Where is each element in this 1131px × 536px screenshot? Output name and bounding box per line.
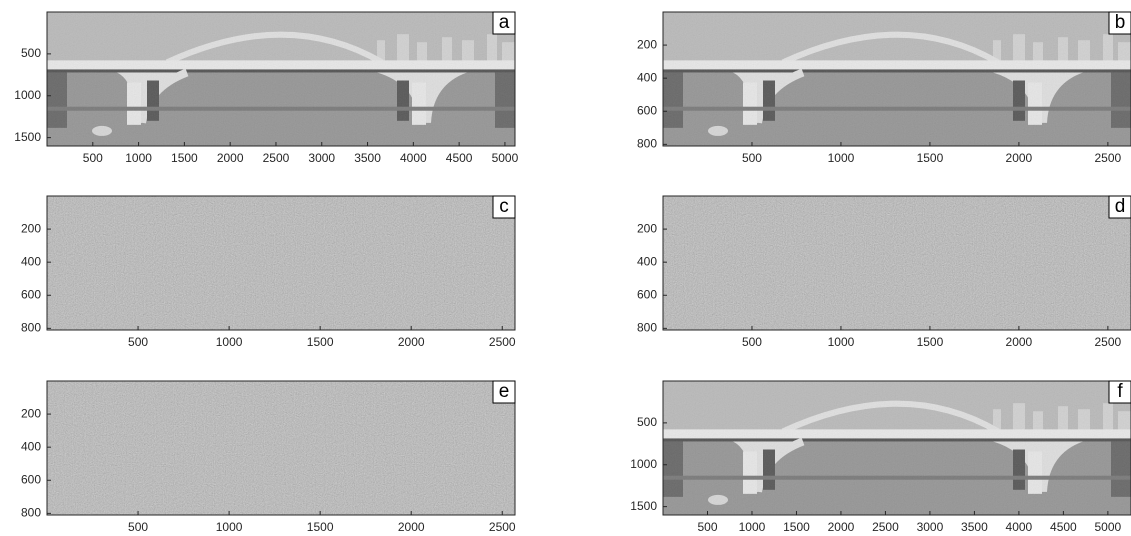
- y-tick-label: 800: [21, 506, 41, 520]
- y-tick-label: 800: [637, 137, 657, 151]
- x-tick-label: 1000: [828, 151, 855, 165]
- x-tick-label: 2000: [217, 151, 244, 165]
- x-tick-label: 2500: [489, 335, 516, 349]
- panel: 500 1000 1500 2000 2500 200 400 600 800 b: [637, 12, 1131, 165]
- x-tick-label: 3500: [354, 151, 381, 165]
- y-tick-label: 200: [637, 221, 657, 235]
- image: [663, 196, 1131, 330]
- y-tick-label: 1500: [630, 499, 657, 513]
- panel: 500 1000 1500 2000 2500 200 400 600 800 c: [21, 196, 516, 349]
- y-tick-label: 1000: [14, 88, 41, 102]
- x-tick-label: 2000: [828, 520, 855, 534]
- image-noise: [47, 12, 515, 146]
- y-tick-label: 1000: [630, 457, 657, 471]
- x-tick-label: 4000: [1006, 520, 1033, 534]
- x-tick-label: 5000: [1095, 520, 1122, 534]
- x-tick-label: 500: [128, 335, 148, 349]
- x-tick-label: 1000: [739, 520, 766, 534]
- image-noise: [663, 12, 1131, 146]
- x-tick-label: 1000: [216, 335, 243, 349]
- panel: 500 1000 1500 2000 2500 200 400 600 800 e: [21, 381, 516, 534]
- x-tick-label: 1500: [917, 335, 944, 349]
- image-noise: [663, 381, 1131, 515]
- x-tick-label: 2000: [1006, 151, 1033, 165]
- x-tick-label: 500: [742, 335, 762, 349]
- x-tick-label: 4500: [446, 151, 473, 165]
- x-tick-label: 5000: [492, 151, 519, 165]
- x-tick-label: 2500: [1095, 335, 1122, 349]
- panel-label: c: [499, 196, 509, 217]
- x-tick-label: 1000: [216, 520, 243, 534]
- x-tick-label: 1000: [125, 151, 152, 165]
- panel-label: f: [1117, 381, 1123, 402]
- x-tick-label: 1500: [783, 520, 810, 534]
- y-tick-label: 400: [637, 70, 657, 84]
- panel: 500 1000 1500 2000 2500 3000 3500 4000 4500 5000 5…: [630, 381, 1131, 534]
- panel: 500 1000 1500 2000 2500 3000 3500 4000 4500 5000 5…: [14, 12, 518, 165]
- x-tick-label: 500: [697, 520, 717, 534]
- y-tick-label: 200: [21, 406, 41, 420]
- panel-label: a: [499, 12, 510, 33]
- panel-label: b: [1115, 12, 1126, 33]
- panel: 500 1000 1500 2000 2500 200 400 600 800 d: [637, 196, 1131, 349]
- y-tick-label: 400: [21, 254, 41, 268]
- y-tick-label: 200: [637, 37, 657, 51]
- y-tick-label: 800: [637, 321, 657, 335]
- y-tick-label: 500: [21, 46, 41, 60]
- image: [47, 196, 515, 330]
- x-tick-label: 2500: [872, 520, 899, 534]
- y-tick-label: 600: [637, 103, 657, 117]
- x-tick-label: 4000: [400, 151, 427, 165]
- x-tick-label: 2000: [1006, 335, 1033, 349]
- x-tick-label: 500: [83, 151, 103, 165]
- image: [47, 381, 515, 515]
- x-tick-label: 2500: [489, 520, 516, 534]
- x-tick-label: 1500: [307, 335, 334, 349]
- x-tick-label: 2000: [398, 520, 425, 534]
- x-tick-label: 500: [742, 151, 762, 165]
- x-tick-label: 3500: [961, 520, 988, 534]
- panel-label: e: [499, 381, 510, 402]
- y-tick-label: 800: [21, 321, 41, 335]
- y-tick-label: 200: [21, 221, 41, 235]
- y-tick-label: 600: [21, 287, 41, 301]
- y-tick-label: 600: [21, 472, 41, 486]
- x-tick-label: 1000: [828, 335, 855, 349]
- y-tick-label: 1500: [14, 130, 41, 144]
- x-tick-label: 2000: [398, 335, 425, 349]
- figure: 500 1000 1500 2000 2500 3000 3500 4000 4500 5000 5…: [0, 0, 1131, 536]
- x-tick-label: 500: [128, 520, 148, 534]
- x-tick-label: 1500: [171, 151, 198, 165]
- x-tick-label: 2500: [1095, 151, 1122, 165]
- x-tick-label: 1500: [307, 520, 334, 534]
- y-tick-label: 500: [637, 415, 657, 429]
- page: {"chart_data": [ {"type": "image", "labe…: [0, 0, 1131, 536]
- y-tick-label: 400: [21, 439, 41, 453]
- panel-label: d: [1115, 196, 1126, 217]
- y-tick-label: 400: [637, 254, 657, 268]
- x-tick-label: 4500: [1050, 520, 1077, 534]
- x-tick-label: 1500: [917, 151, 944, 165]
- x-tick-label: 2500: [263, 151, 290, 165]
- x-tick-label: 3000: [308, 151, 335, 165]
- y-tick-label: 600: [637, 287, 657, 301]
- x-tick-label: 3000: [917, 520, 944, 534]
